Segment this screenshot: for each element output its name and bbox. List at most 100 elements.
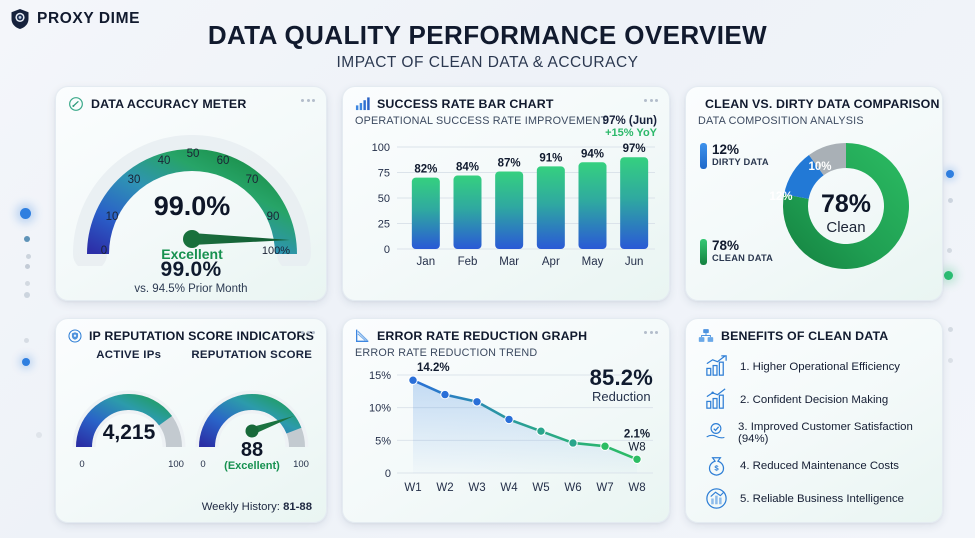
shield-check-icon (68, 329, 82, 343)
benefit-text: 4. Reduced Maintenance Costs (740, 459, 899, 472)
line-data-point (600, 441, 610, 451)
active-ips-max: 100 (168, 459, 184, 470)
svg-text:60: 60 (217, 155, 230, 167)
error-kpi-label: Reduction (592, 389, 651, 404)
card-menu-button[interactable] (301, 99, 315, 102)
benefit-text: 2. Confident Decision Making (740, 393, 889, 406)
bar (411, 177, 440, 249)
svg-text:10: 10 (106, 211, 119, 223)
svg-text:30: 30 (128, 174, 141, 186)
card-benefits-of-clean-data: BENEFITS OF CLEAN DATA 1. Higher Operati… (685, 318, 943, 523)
weekly-history: Weekly History: 81-88 (202, 501, 312, 513)
org-chart-icon (698, 329, 714, 342)
legend-clean-data: 78% CLEAN DATA (700, 238, 774, 265)
legend-clean-pct: 78% (712, 238, 740, 253)
card-menu-button[interactable] (301, 331, 315, 334)
legend-dirty-pct: 12% (712, 142, 740, 157)
card-clean-vs-dirty-comparison: CLEAN VS. DIRTY DATA COMPARISON DATA COM… (685, 86, 943, 301)
bar-data-label: 87% (498, 157, 521, 169)
bar-y-tick: 0 (384, 244, 390, 256)
card-data-accuracy-meter: DATA ACCURACY METER 0 10 (55, 86, 327, 301)
accuracy-footer-value: 99.0% (160, 258, 222, 281)
svg-text:40: 40 (158, 155, 171, 167)
active-ips-min: 0 (79, 459, 84, 470)
svg-text:$: $ (714, 463, 719, 472)
donut-slice (808, 143, 846, 176)
bar-y-tick: 50 (378, 193, 390, 205)
line-x-tick: W4 (500, 482, 518, 494)
donut-center-value: 78% (821, 190, 871, 218)
reputation-status: (Excellent) (224, 460, 280, 472)
svg-text:100%: 100% (262, 245, 290, 257)
bar (453, 175, 482, 249)
money-bag-icon: $ (708, 457, 725, 476)
bar-growth-icon (706, 388, 726, 409)
page-header: DATA QUALITY PERFORMANCE OVERVIEW IMPACT… (0, 20, 975, 72)
bar-x-tick: May (582, 256, 604, 268)
gauge-reputation-heading: REPUTATION SCORE (191, 349, 313, 361)
card-title: BENEFITS OF CLEAN DATA (721, 328, 889, 343)
list-item: 1. Higher Operational Efficiency (698, 354, 930, 379)
card-menu-button[interactable] (644, 331, 658, 334)
card-error-rate-reduction: ERROR RATE REDUCTION GRAPH ERROR RATE RE… (342, 318, 670, 523)
line-data-point (440, 389, 450, 400)
shield-logo-icon (11, 9, 29, 29)
donut-slice (783, 143, 909, 269)
bar-x-tick: Jun (625, 256, 644, 268)
bar-x-tick: Jan (417, 256, 436, 268)
success-kpi: 97% (Jun) +15% YoY (603, 115, 657, 139)
donut-slice-label-dirty: 12% (769, 191, 792, 203)
success-kpi-main: 97% (Jun) (602, 115, 657, 127)
line-data-point (472, 397, 482, 407)
bar-y-tick: 100 (372, 142, 390, 154)
svg-text:70: 70 (246, 174, 259, 186)
donut-center-label: Clean (826, 219, 865, 236)
active-ips-gauge: 4,215 0 100 (72, 390, 186, 470)
bar (536, 166, 565, 249)
benefit-text: 5. Reliable Business Intelligence (740, 492, 904, 505)
accuracy-footer: 99.0% vs. 94.5% Prior Month (68, 258, 314, 295)
legend-clean-label: CLEAN DATA (712, 253, 774, 264)
line-y-tick: 15% (369, 370, 391, 382)
bar-x-tick: Apr (542, 256, 560, 268)
composition-donut-chart: 78% Clean 10% 12% (769, 143, 909, 269)
card-header: BENEFITS OF CLEAN DATA (698, 328, 930, 343)
active-ips-value: 4,215 (103, 421, 156, 444)
bar-x-tick: Mar (499, 256, 519, 268)
card-menu-button[interactable] (644, 99, 658, 102)
donut-slice-label-other: 10% (808, 161, 831, 173)
legend-dirty-label: DIRTY DATA (712, 157, 769, 168)
card-header: DATA ACCURACY METER (68, 96, 314, 112)
list-item: 2. Confident Decision Making (698, 387, 930, 412)
reputation-max: 100 (293, 459, 309, 470)
card-title: ERROR RATE REDUCTION GRAPH (377, 328, 588, 343)
line-data-point (536, 426, 546, 436)
list-item: 5. Reliable Business Intelligence (698, 486, 930, 511)
line-data-point (568, 438, 578, 448)
line-data-point (632, 454, 642, 464)
error-kpi: 85.2% Reduction (590, 365, 653, 404)
list-item: $ 4. Reduced Maintenance Costs (698, 453, 930, 478)
line-data-point (408, 375, 418, 385)
card-ip-reputation-score: IP REPUTATION SCORE INDICATORS ACTIVE IP… (55, 318, 327, 523)
reputation-value: 88 (241, 439, 263, 461)
benefit-text: 1. Higher Operational Efficiency (740, 360, 900, 373)
card-subtitle: ERROR RATE REDUCTION TREND (355, 347, 538, 359)
accuracy-gauge: 0 10 30 40 50 60 70 90 100% 99.0% Excell… (73, 135, 311, 266)
line-x-tick: W2 (436, 482, 453, 494)
line-y-tick: 5% (375, 435, 391, 447)
card-title: IP REPUTATION SCORE INDICATORS (88, 329, 314, 343)
hand-check-icon (706, 423, 725, 439)
card-subtitle: DATA COMPOSITION ANALYSIS (698, 115, 864, 127)
bar-chart-icon (355, 97, 370, 111)
svg-text:90: 90 (267, 211, 280, 223)
line-last-week: W8 (628, 441, 645, 453)
weekly-history-value: 81-88 (283, 501, 312, 513)
svg-text:50: 50 (187, 148, 200, 160)
gauge-active-ips: ACTIVE IPs 4,215 0 1 (70, 349, 188, 478)
error-rate-chart: 0 5% 10% 15% W1 W2 W3 W4 W5 W6 W7 W8 14.2% 2.1% W8 (369, 362, 653, 494)
page-title: DATA QUALITY PERFORMANCE OVERVIEW (207, 20, 768, 50)
line-first-annotation: 14.2% (417, 362, 450, 374)
card-title: SUCCESS RATE BAR CHART (377, 96, 554, 111)
card-header: IP REPUTATION SCORE INDICATORS (68, 328, 314, 344)
